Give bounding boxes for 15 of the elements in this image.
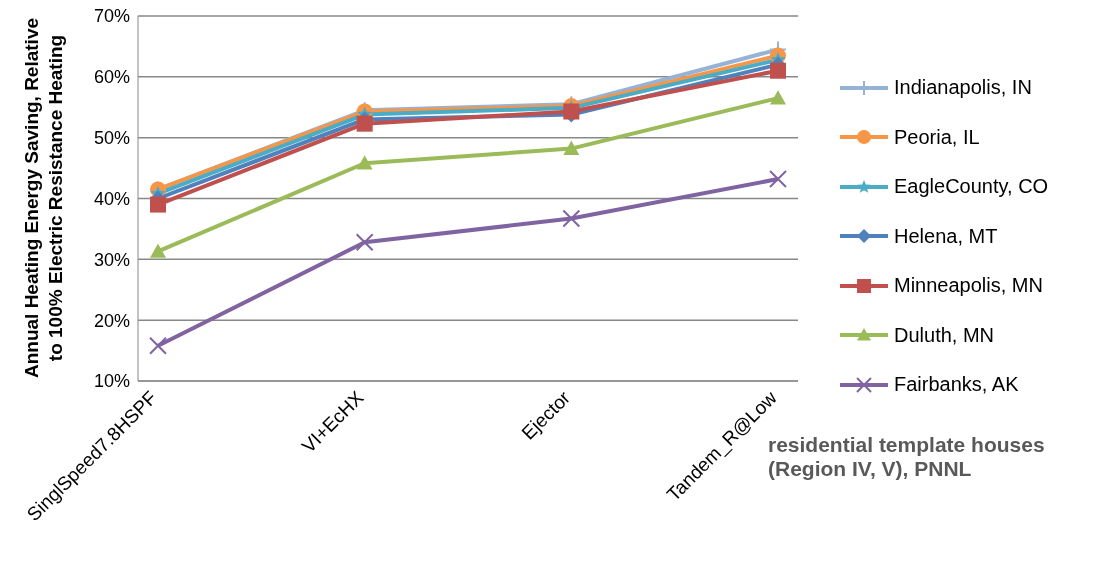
- y-axis-title: Annual Heating Energy Saving, Relative to 100% Electric Resistance Heating: [21, 17, 66, 379]
- legend-label: Peoria, IL: [894, 125, 980, 149]
- y-tick-label: 60%: [93, 67, 130, 88]
- y-tick-label: 20%: [93, 310, 130, 331]
- legend-label: Minneapolis, MN: [894, 274, 1043, 298]
- legend-label: Indianapolis, IN: [894, 76, 1032, 100]
- y-tick-label: 10%: [93, 371, 130, 392]
- legend-label: EagleCounty, CO: [894, 175, 1049, 199]
- y-tick-label: 30%: [93, 249, 130, 270]
- legend-label: Helena, MT: [894, 224, 998, 248]
- legend-label: Duluth, MN: [894, 323, 995, 347]
- y-tick-label: 40%: [93, 188, 130, 209]
- y-tick-label: 70%: [93, 6, 130, 27]
- legend-label: Fairbanks, AK: [894, 373, 1019, 397]
- y-tick-label: 50%: [93, 128, 130, 149]
